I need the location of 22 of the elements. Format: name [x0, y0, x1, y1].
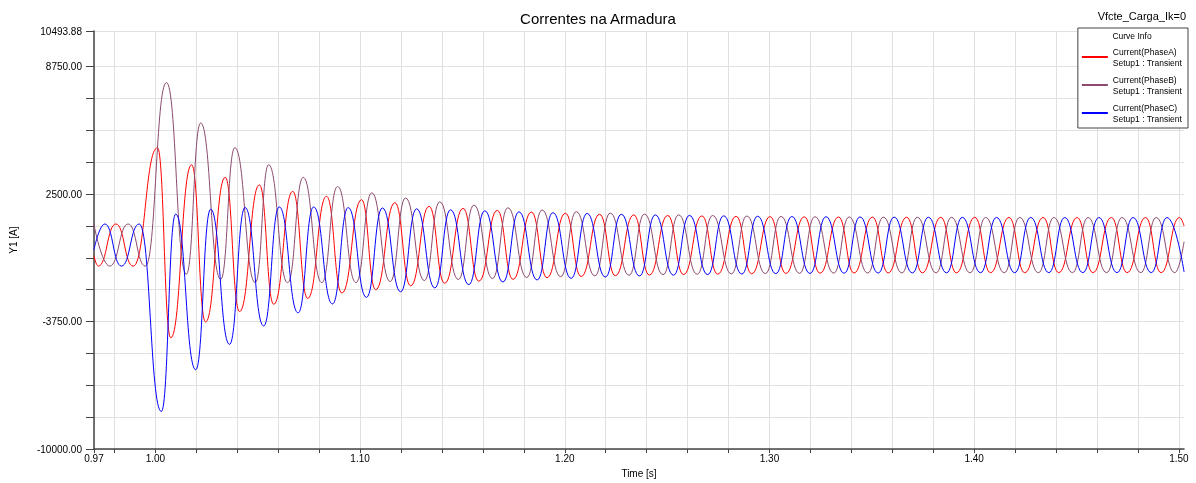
- y-tick-label: -3750.00: [42, 316, 83, 328]
- x-tick-label: 1.20: [555, 452, 575, 464]
- x-tick-label: 1.30: [759, 452, 780, 464]
- x-axis-title: Time [s]: [621, 467, 657, 479]
- y-tick-label: 2500.00: [45, 188, 83, 200]
- legend-label: Current(PhaseC) Setup1 : Transient: [1112, 102, 1183, 124]
- line-series: [93, 206, 1185, 412]
- y-tick-label: -10000.00: [36, 443, 83, 455]
- x-tick-label: 1.10: [350, 452, 371, 464]
- y-tick-label: 8750.00: [45, 61, 83, 73]
- y-tick-label: 10493.88: [40, 25, 83, 37]
- x-tick-label: 1.40: [964, 452, 985, 464]
- chart-subtitle: Vfcte_Carga_Ik=0: [1097, 9, 1187, 22]
- legend-label: Current(PhaseA) Setup1 : Transient: [1112, 46, 1183, 68]
- x-tick-label: 0.97: [84, 452, 105, 464]
- x-tick-label: 1.00: [145, 452, 166, 464]
- legend-label: Current(PhaseB) Setup1 : Transient: [1112, 74, 1183, 96]
- x-tick-label: 1.50: [1169, 452, 1190, 464]
- y-axis-title: Y1 [A]: [7, 226, 19, 254]
- chart-title: Correntes na Armadura: [520, 10, 677, 27]
- legend-title: Curve Info: [1112, 30, 1152, 41]
- line-series: [93, 147, 1185, 339]
